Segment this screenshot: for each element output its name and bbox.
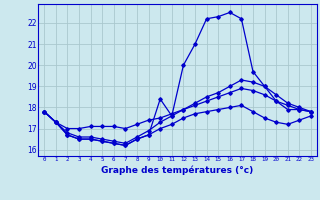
X-axis label: Graphe des températures (°c): Graphe des températures (°c)	[101, 165, 254, 175]
